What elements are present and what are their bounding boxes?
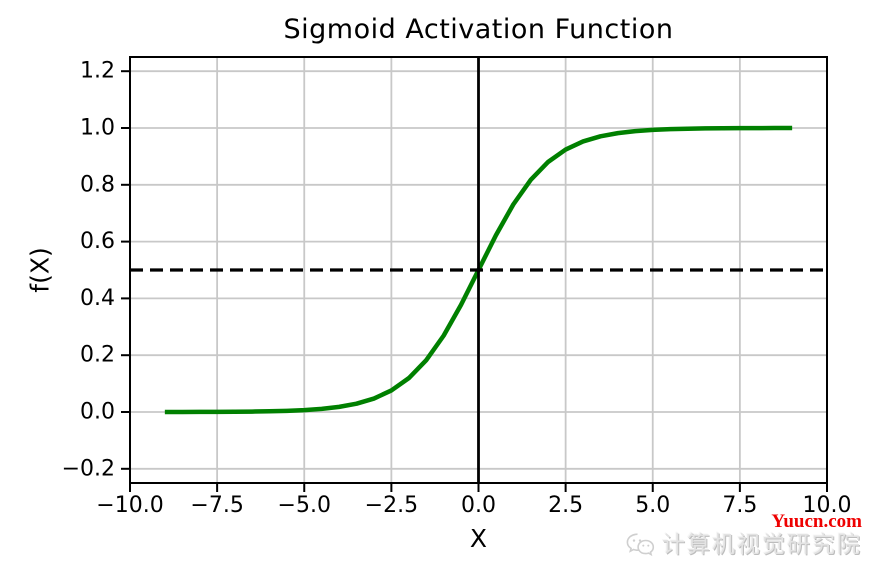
x-tick-label: 2.5	[548, 493, 583, 518]
x-tick-label: −7.5	[190, 493, 243, 518]
x-tick-label: −2.5	[365, 493, 418, 518]
watermark-site-text: Yuucn.com	[771, 511, 862, 532]
chart-title: Sigmoid Activation Function	[283, 14, 674, 45]
watermark-brand: 计算机视觉研究院	[626, 532, 862, 558]
y-tick-label: 0.0	[80, 400, 115, 425]
y-tick-label: 1.0	[80, 116, 115, 141]
y-tick-label: 0.2	[80, 343, 115, 368]
y-tick-label: 0.6	[80, 229, 115, 254]
watermark: Yuucn.com 计算机视觉研究院	[626, 512, 862, 558]
wechat-icon	[626, 533, 655, 557]
x-axis-label: X	[469, 524, 488, 553]
y-tick-label: −0.2	[62, 456, 115, 481]
x-tick-label: −10.0	[96, 493, 163, 518]
y-axis-label: f(X)	[25, 247, 55, 293]
y-tick-label: 1.2	[80, 59, 115, 84]
x-tick-label: −5.0	[278, 493, 331, 518]
y-tick-label: 0.8	[80, 172, 115, 197]
x-tick-label: 5.0	[635, 493, 670, 518]
watermark-brand-text: 计算机视觉研究院	[662, 532, 862, 558]
x-tick-label: 0.0	[461, 493, 496, 518]
x-tick-label: 10.0	[803, 493, 852, 518]
y-tick-label: 0.4	[80, 286, 115, 311]
x-tick-label: 7.5	[722, 493, 757, 518]
